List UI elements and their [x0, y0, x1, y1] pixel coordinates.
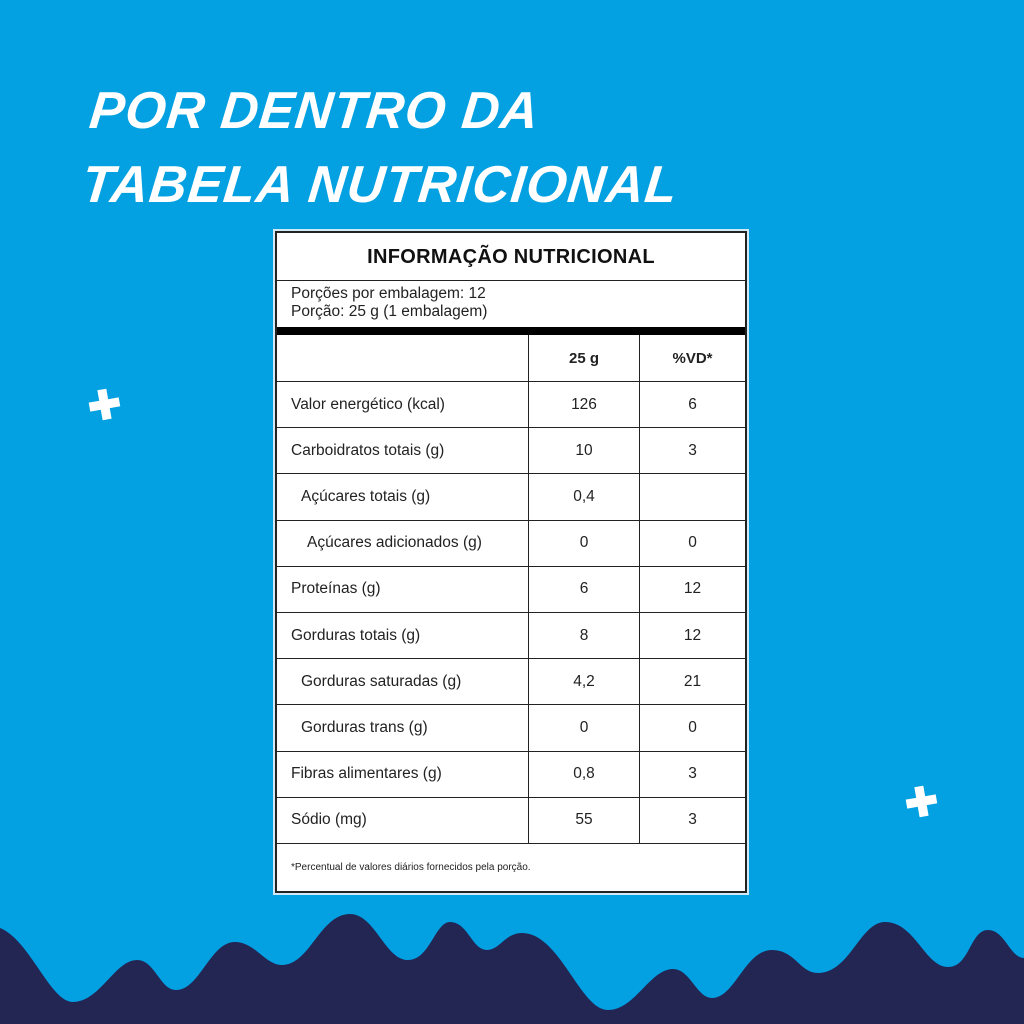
column-header-amount: 25 g	[529, 335, 640, 381]
nutrient-dv: 12	[683, 626, 702, 644]
table-row: Açúcares totais (g) 0,4	[277, 474, 745, 521]
nutrient-dv: 3	[688, 765, 697, 783]
table-title: INFORMAÇÃO NUTRICIONAL	[277, 233, 745, 281]
nutrient-name: Sódio (mg)	[277, 797, 529, 843]
table-row: Gorduras trans (g) 0 0	[277, 705, 745, 752]
nutrient-name: Proteínas (g)	[277, 566, 529, 612]
headline-line-2: TABELA NUTRICIONAL	[79, 156, 681, 214]
nutrient-amount: 126	[529, 382, 640, 428]
nutrient-name: Fibras alimentares (g)	[277, 751, 529, 797]
table-row: Valor energético (kcal) 126 6	[277, 382, 745, 429]
nutrient-amount: 10	[529, 428, 640, 474]
table-row: Gorduras saturadas (g) 4,2 21	[277, 659, 745, 706]
wave-decoration	[0, 914, 1024, 1024]
nutrient-amount: 8	[529, 612, 640, 659]
nutrient-name: Carboidratos totais (g)	[277, 428, 529, 474]
plus-icon: ✚	[84, 381, 126, 431]
table-row: Gorduras totais (g) 8 12	[277, 612, 745, 660]
servings-per-package: Porções por embalagem: 12	[291, 285, 486, 302]
nutrient-amount: 55	[529, 797, 640, 843]
nutrient-name: Açúcares totais (g)	[277, 474, 529, 520]
column-header-dv: %VD*	[672, 349, 713, 367]
nutrient-dv: 0	[688, 718, 697, 736]
nutrient-name: Gorduras totais (g)	[277, 612, 529, 659]
table-header-row: 25 g %VD*	[277, 335, 745, 382]
table-row: Fibras alimentares (g) 0,8 3	[277, 751, 745, 798]
divider-bar	[277, 327, 745, 335]
nutrient-name: Açúcares adicionados (g)	[277, 520, 529, 566]
table-row: Proteínas (g) 6 12	[277, 566, 745, 613]
nutrient-amount: 0	[529, 520, 640, 566]
table-row: Sódio (mg) 55 3	[277, 797, 745, 844]
nutrient-dv	[640, 474, 745, 519]
nutrient-dv: 3	[688, 441, 697, 459]
nutrient-dv: 3	[688, 811, 697, 829]
headline: POR DENTRO DA TABELA NUTRICIONAL	[78, 74, 689, 222]
nutrient-dv: 0	[688, 534, 697, 552]
nutrient-name: Valor energético (kcal)	[277, 382, 529, 428]
headline-line-1: POR DENTRO DA	[86, 82, 543, 140]
nutrient-amount: 0,8	[529, 751, 640, 797]
nutrient-dv: 12	[683, 580, 702, 598]
serving-size: Porção: 25 g (1 embalagem)	[291, 303, 488, 320]
nutrient-amount: 0	[529, 705, 640, 751]
serving-info: Porções por embalagem: 12 Porção: 25 g (…	[277, 281, 745, 327]
nutrient-amount: 4,2	[529, 659, 640, 705]
nutrient-dv: 6	[688, 395, 697, 413]
nutrient-dv: 21	[683, 672, 702, 690]
plus-icon: ✚	[901, 778, 943, 828]
table-row: Carboidratos totais (g) 10 3	[277, 428, 745, 475]
nutrition-facts-table: INFORMAÇÃO NUTRICIONAL Porções por embal…	[275, 231, 747, 893]
column-header-nutrient	[277, 335, 529, 381]
nutrient-amount: 6	[529, 566, 640, 612]
footnote: *Percentual de valores diários fornecido…	[291, 861, 531, 873]
nutrient-name: Gorduras trans (g)	[277, 705, 529, 751]
nutrient-amount: 0,4	[529, 474, 640, 520]
table-row: Açúcares adicionados (g) 0 0	[277, 520, 745, 567]
nutrient-name: Gorduras saturadas (g)	[277, 659, 529, 705]
